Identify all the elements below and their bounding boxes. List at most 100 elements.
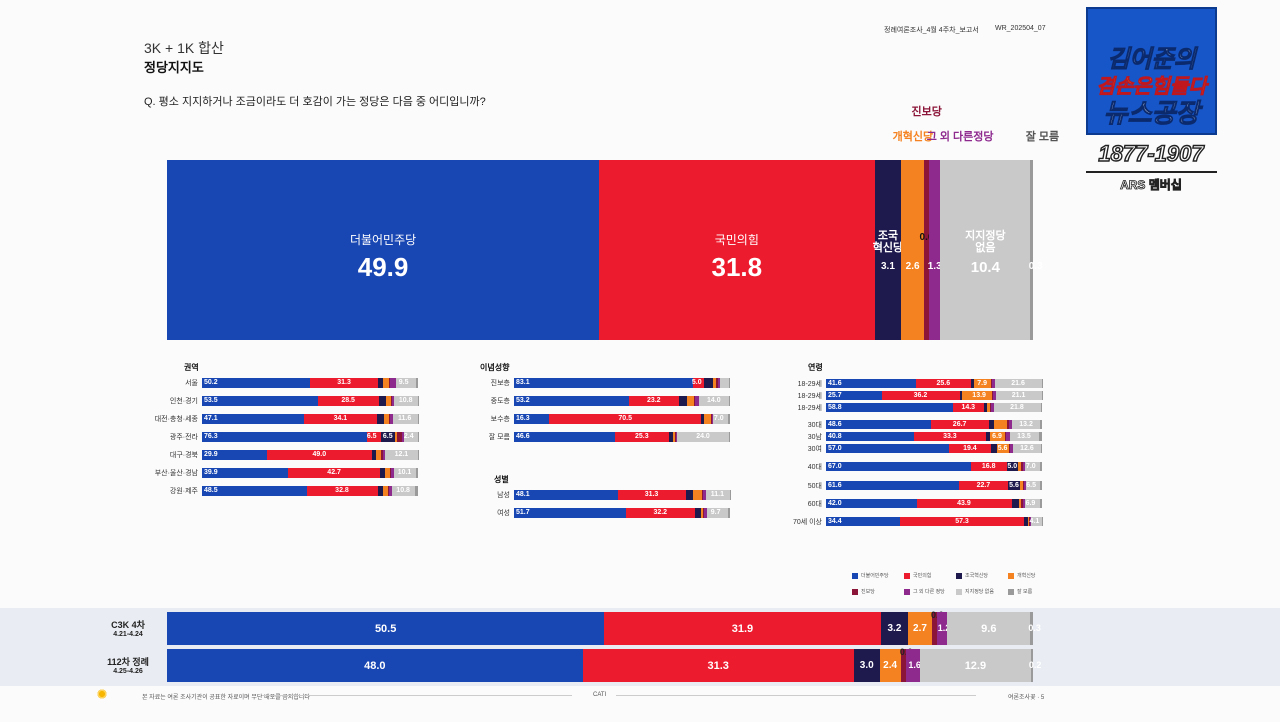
comparison-bar-segment <box>604 612 881 645</box>
main-bar-segment <box>1030 160 1034 340</box>
main-chart-top-label: 진보당 <box>911 106 942 118</box>
row-value-label: 58.8 <box>828 404 842 411</box>
row-bar-segment <box>383 378 390 388</box>
row-value-label: 5.0 <box>691 379 702 386</box>
legend-swatch <box>904 572 910 579</box>
row-bar-segment <box>1040 444 1043 453</box>
row-label: 잘 모름 <box>488 434 510 441</box>
row-value-label: 19.4 <box>963 445 977 452</box>
row-value-label: 23.2 <box>646 397 661 404</box>
row-bar-segment <box>959 391 963 400</box>
header-subtitle: 3K + 1K 합산 <box>144 40 224 56</box>
logo-line-2: 겸손은힘들다 <box>1096 76 1207 99</box>
row-label: 여성 <box>497 510 510 517</box>
row-bar-segment <box>704 508 708 518</box>
row-bar-segment <box>711 414 714 424</box>
row-bar-segment <box>701 490 704 500</box>
row-bar-segment <box>393 468 416 478</box>
row-bar-segment <box>389 414 391 424</box>
row-bar-segment <box>1011 499 1020 508</box>
row-bar-segment <box>685 490 694 500</box>
row-bar-segment <box>617 490 686 500</box>
comparison-bar-segment <box>908 612 933 645</box>
row-bar-segment <box>1020 481 1024 490</box>
comparison-row-label: 112차 정례 4.25-4.26 <box>96 655 160 675</box>
row-bar-segment <box>1010 444 1014 453</box>
row-bar-segment <box>303 414 378 424</box>
row-bar-segment <box>703 490 707 500</box>
row-bar-segment <box>1025 462 1041 471</box>
logo-rule <box>1086 171 1217 173</box>
row-bar-segment <box>1031 517 1043 526</box>
legend-item: 조국혁신당 <box>956 572 988 579</box>
row-bar-segment <box>986 403 990 412</box>
legend-item: 개혁신당 <box>1008 572 1035 579</box>
row-bar-segment <box>953 403 985 412</box>
row-value-label: 50.2 <box>204 379 218 386</box>
main-chart-top-label: 잘 모름 <box>1025 131 1060 143</box>
row-value-label: 42.7 <box>327 469 341 476</box>
gender-chart: 남성 48.1 31.3 11.1 여성 51.7 32.2 9.7 <box>440 490 732 526</box>
report-code: WR_202504_07 <box>995 25 1046 32</box>
row-bar-segment <box>993 391 997 400</box>
legend-swatch <box>904 588 910 595</box>
row-bar-segment <box>971 379 975 388</box>
row-bar-segment <box>385 450 419 460</box>
legend-item: 진보당 <box>852 588 875 595</box>
row-bar-segment <box>673 432 676 442</box>
row-value-label: 6.9 <box>1025 500 1036 507</box>
row-bar-segment <box>1017 462 1022 471</box>
row-bar-segment <box>1041 379 1043 388</box>
row-bar-segment <box>915 379 972 388</box>
age-chart-title: 연령 <box>808 363 823 372</box>
row-value-label: 16.8 <box>981 463 996 470</box>
row-bar-segment <box>693 490 703 500</box>
row-value-label: 49.0 <box>312 451 327 458</box>
row-bar-segment <box>404 432 418 442</box>
row-bar-segment <box>826 403 954 412</box>
legend-swatch <box>956 588 962 595</box>
row-value-label: 9.7 <box>710 509 721 516</box>
row-value-label: 67.0 <box>828 463 842 470</box>
row-bar-segment <box>383 414 390 424</box>
row-bar-segment <box>986 432 991 441</box>
row-value-label: 48.6 <box>828 421 842 428</box>
legend-label: 국민의힘 <box>913 573 932 579</box>
row-value-label: 2.4 <box>403 433 414 440</box>
row-label: 강원·제주 <box>169 488 198 495</box>
row-label: 60대 <box>807 501 822 508</box>
row-value-label: 10.8 <box>398 397 413 404</box>
row-bar-segment <box>695 508 702 518</box>
row-label: 50대 <box>807 483 822 490</box>
row-bar-segment <box>390 396 393 406</box>
row-value-label: 25.7 <box>828 392 842 399</box>
row-value-label: 6.5 <box>1026 482 1036 489</box>
row-label: 18-29세 <box>797 405 822 412</box>
legend-swatch <box>1008 588 1014 595</box>
row-value-label: 46.6 <box>516 433 530 440</box>
row-bar-segment <box>381 450 384 460</box>
row-label: 18-29세 <box>797 393 822 400</box>
legend-item: 잘 모름 <box>1008 588 1032 595</box>
row-bar-segment <box>1007 420 1009 429</box>
comparison-row-dates: 4.21-4.24 <box>113 631 143 638</box>
legend-label: 잘 모름 <box>1017 589 1033 595</box>
logo-line-1: 김어준의 <box>1107 46 1196 74</box>
row-bar-segment <box>378 378 384 388</box>
row-bar-segment <box>382 450 386 460</box>
row-bar-segment <box>391 396 395 406</box>
row-bar-segment <box>1040 481 1043 490</box>
row-value-label: 70.5 <box>618 415 632 422</box>
row-value-label: 16.3 <box>516 415 530 422</box>
row-value-label: 32.2 <box>653 509 668 516</box>
row-bar-segment <box>1021 499 1024 508</box>
legend-label: 지지정당 없음 <box>965 589 994 595</box>
row-value-label: 39.9 <box>204 469 218 476</box>
row-bar-segment <box>703 414 712 424</box>
row-value-label: 57.3 <box>955 518 969 525</box>
row-value-label: 7.9 <box>977 380 987 387</box>
row-bar-segment <box>989 432 1005 441</box>
row-label: 40대 <box>807 464 822 471</box>
row-bar-segment <box>826 481 960 490</box>
logo-line-3: 뉴스공장 <box>1103 98 1200 129</box>
